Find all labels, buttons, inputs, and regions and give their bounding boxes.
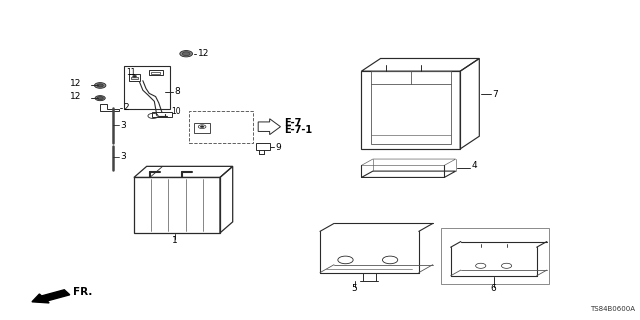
Bar [151, 72, 160, 74]
Bar [371, 71, 451, 144]
Text: 12: 12 [70, 92, 81, 101]
Bar [441, 228, 549, 284]
Text: 12: 12 [198, 49, 209, 58]
Circle shape [200, 126, 204, 128]
FancyArrow shape [32, 290, 70, 303]
Circle shape [97, 97, 103, 100]
Circle shape [132, 75, 136, 77]
Text: 5: 5 [352, 284, 358, 293]
Text: 8: 8 [175, 87, 180, 96]
Text: 1: 1 [172, 236, 177, 245]
Text: 7: 7 [492, 90, 498, 99]
Bar [362, 71, 460, 149]
Circle shape [182, 52, 190, 56]
Text: 3: 3 [120, 121, 126, 130]
Text: 4: 4 [472, 161, 477, 170]
Text: E-7: E-7 [284, 118, 301, 128]
Circle shape [180, 51, 193, 57]
Text: 3: 3 [120, 152, 126, 161]
Text: 2: 2 [124, 103, 129, 112]
Text: TS84B0600A: TS84B0600A [591, 306, 636, 312]
Bar [134, 178, 220, 233]
Bar [131, 77, 138, 79]
Circle shape [95, 83, 106, 88]
Bar [189, 111, 253, 142]
Text: 10: 10 [171, 107, 180, 116]
Text: 9: 9 [275, 143, 281, 152]
Circle shape [95, 96, 105, 101]
Text: 11: 11 [126, 68, 136, 76]
Text: 12: 12 [70, 79, 81, 88]
Text: E-7-1: E-7-1 [284, 125, 312, 135]
Bar [256, 142, 270, 150]
Text: FR.: FR. [74, 287, 93, 297]
Bar [129, 74, 140, 81]
Bar [124, 67, 170, 109]
Bar [152, 112, 172, 117]
Text: 6: 6 [491, 284, 497, 293]
Circle shape [97, 84, 103, 87]
Bar [149, 69, 163, 75]
Bar [195, 123, 210, 133]
